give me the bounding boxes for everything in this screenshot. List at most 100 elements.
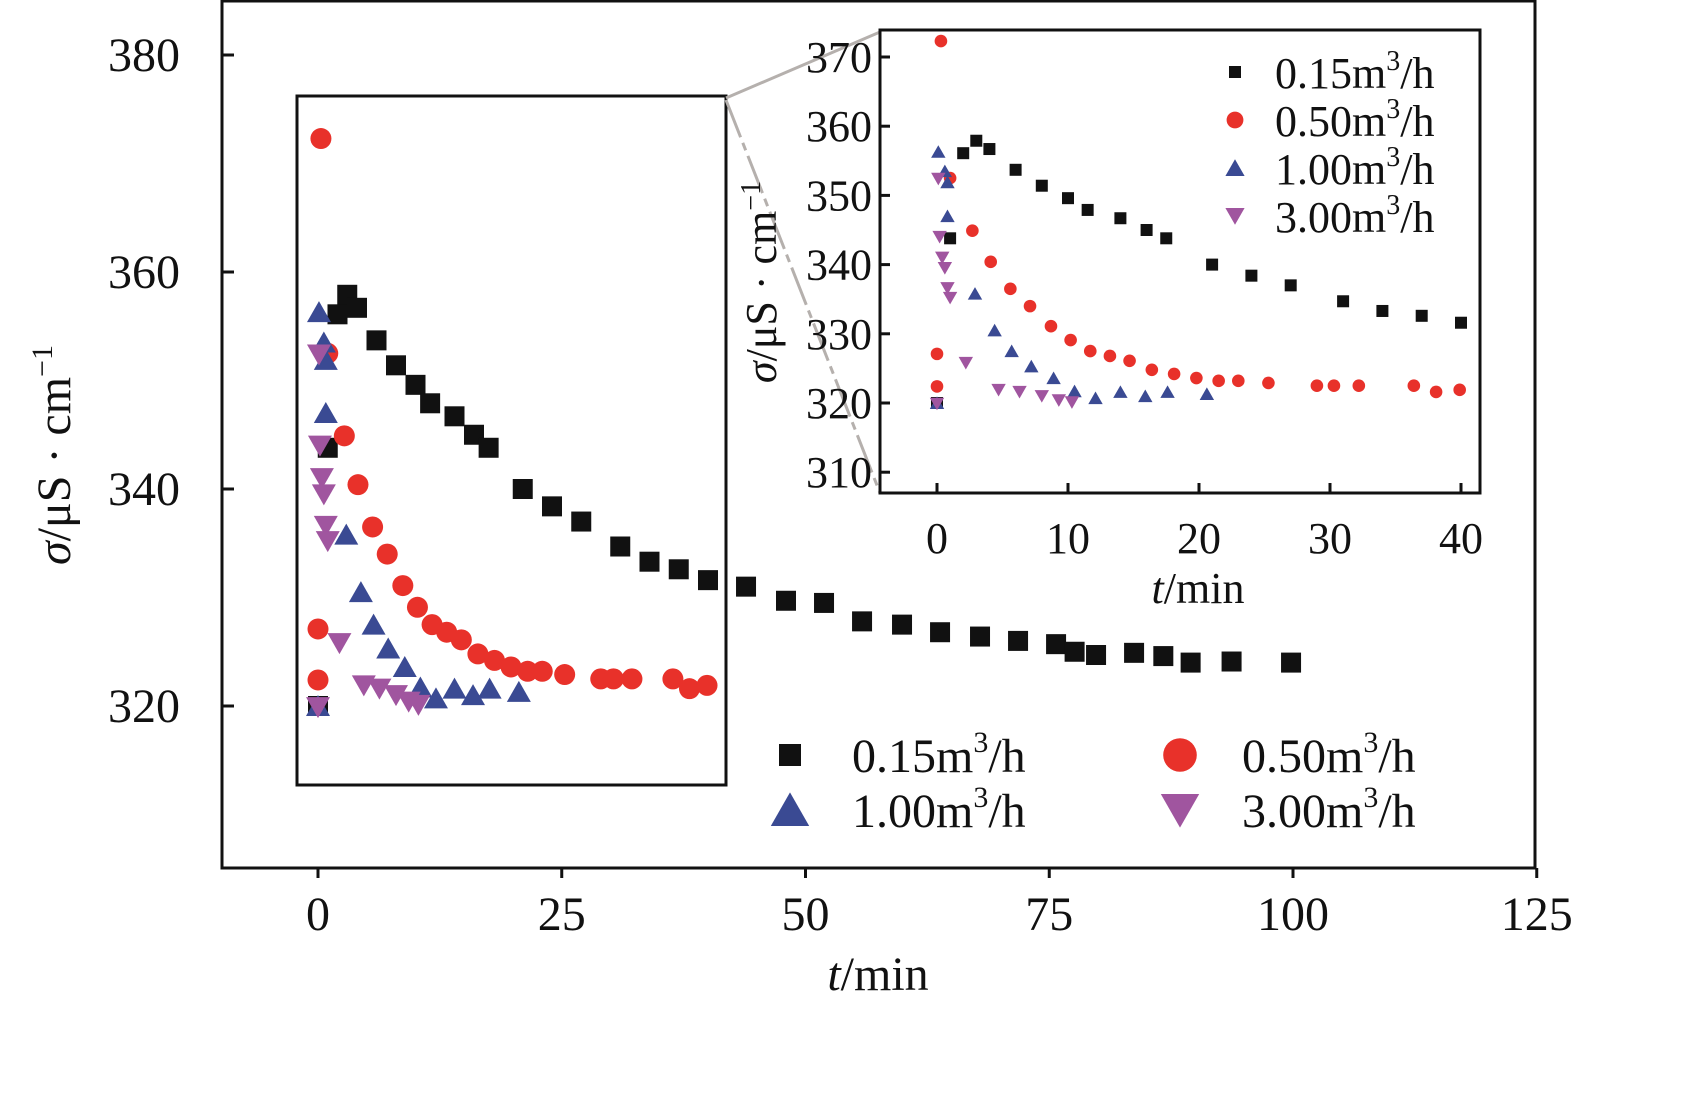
triangle-up-marker <box>1024 359 1039 373</box>
inset-x-tick-label: 30 <box>1308 514 1352 563</box>
square-marker <box>1081 203 1094 216</box>
circle-marker <box>934 34 948 48</box>
square-marker <box>668 559 689 580</box>
legend-label-text: 0.50m <box>1242 730 1363 783</box>
y-tick-label: 380 <box>108 29 180 82</box>
inset-x-tick-label: 10 <box>1046 514 1090 563</box>
inset-series-triangle-down <box>929 172 1080 411</box>
inset-y-tick-label: 330 <box>806 310 872 359</box>
inset-legend-label-tail: /h <box>1400 97 1434 146</box>
inset-legend-label: 0.50m3/h <box>1275 94 1434 146</box>
circle-marker <box>1004 282 1017 296</box>
inset-legend-label-sup: 3 <box>1386 142 1400 173</box>
square-marker <box>944 232 957 245</box>
triangle-up-marker <box>306 301 331 323</box>
square-marker <box>405 374 426 395</box>
triangle-down-marker <box>307 435 332 457</box>
square-marker <box>779 744 801 766</box>
triangle-down-marker <box>935 251 950 265</box>
y-axis-label-unit: /μS · cm <box>28 377 81 541</box>
circle-marker <box>500 656 522 678</box>
square-marker <box>892 614 913 635</box>
circle-marker <box>1163 738 1197 772</box>
inset-series-circle <box>930 34 1466 399</box>
inset-plot: 0 10 20 30 40 310 320 330 340 350 360 370 t/min σ/μS … <box>736 28 1483 613</box>
series-triangle-down <box>306 344 431 719</box>
zoom-region-box <box>295 94 728 787</box>
triangle-up-marker <box>931 145 946 158</box>
circle-marker <box>554 664 576 686</box>
legend-label-text: 1.00m <box>852 785 973 838</box>
triangle-up-marker <box>1113 385 1128 398</box>
circle-marker <box>1145 363 1159 377</box>
inset-plot-frame <box>878 28 1482 495</box>
triangle-up-marker <box>1225 159 1245 176</box>
square-marker <box>1086 645 1107 666</box>
inset-y-axis-label-exp: −1 <box>736 181 767 211</box>
triangle-up-marker <box>376 637 401 659</box>
square-marker <box>776 590 796 611</box>
circle-marker <box>376 543 398 565</box>
inset-legend-label: 3.00m3/h <box>1275 190 1434 242</box>
triangle-up-marker <box>1046 371 1061 385</box>
circle-marker <box>531 660 553 682</box>
triangle-up-marker <box>1067 384 1082 398</box>
x-axis-label-unit: /min <box>841 948 929 1001</box>
square-marker <box>1153 646 1174 667</box>
inset-y-axis-label-var: σ <box>737 359 786 383</box>
square-marker <box>852 611 873 632</box>
inset-x-tick-label: 0 <box>926 514 948 563</box>
triangle-up-marker <box>1160 385 1175 398</box>
triangle-down-marker <box>931 172 946 186</box>
inset-y-axis-label-unit: /μS · cm <box>737 211 786 362</box>
triangle-up-marker <box>1138 389 1153 403</box>
triangle-up-marker <box>940 175 955 189</box>
inset-legend-label-tail: /h <box>1400 49 1434 98</box>
zoom-connector-line <box>724 99 882 494</box>
triangle-down-marker <box>306 344 331 366</box>
legend-label-tail: /h <box>988 785 1025 838</box>
inset-y-axis-label: σ/μS · cm−1 <box>736 181 786 383</box>
x-tick-label: 75 <box>1025 888 1073 941</box>
circle-marker <box>1407 379 1421 393</box>
inset-y-tick-label: 340 <box>806 241 872 290</box>
circle-marker <box>467 643 489 665</box>
circle-marker <box>1064 333 1077 347</box>
circle-marker <box>1212 374 1225 388</box>
square-marker <box>1064 641 1085 662</box>
square-marker <box>1281 652 1302 673</box>
circle-marker <box>1453 383 1466 397</box>
inset-y-tick-label: 360 <box>806 102 872 151</box>
square-marker <box>1046 634 1067 655</box>
zoom-connector-line <box>725 30 881 100</box>
triangle-up-marker <box>313 402 338 424</box>
circle-marker <box>1123 354 1136 368</box>
triangle-down-marker <box>1034 390 1049 403</box>
square-marker <box>512 479 533 499</box>
triangle-up-marker <box>506 680 531 702</box>
circle-marker <box>1232 374 1245 388</box>
circle-marker <box>1167 367 1181 381</box>
square-marker <box>420 393 441 414</box>
square-marker <box>1284 279 1297 292</box>
circle-marker <box>310 128 332 150</box>
circle-marker <box>930 347 944 361</box>
circle-marker <box>662 668 684 690</box>
circle-marker <box>1327 379 1341 393</box>
legend-label-sup: 3 <box>973 726 988 759</box>
inset-legend-label: 1.00m3/h <box>1275 142 1434 194</box>
series-circle <box>307 128 718 700</box>
triangle-down-marker <box>1012 385 1027 399</box>
inset-legend-label-text: 0.50m <box>1275 97 1386 146</box>
square-marker <box>957 147 970 160</box>
square-marker <box>1062 192 1074 205</box>
square-marker <box>1415 309 1428 322</box>
circle-marker <box>1103 349 1117 363</box>
legend-label: 3.00m3/h <box>1242 781 1416 838</box>
x-axis-label: t/min <box>827 948 928 1001</box>
square-marker <box>1229 66 1241 78</box>
inset-y-tick-label: 310 <box>806 448 872 497</box>
legend-label: 0.15m3/h <box>852 726 1026 783</box>
triangle-up-marker <box>1004 344 1019 358</box>
